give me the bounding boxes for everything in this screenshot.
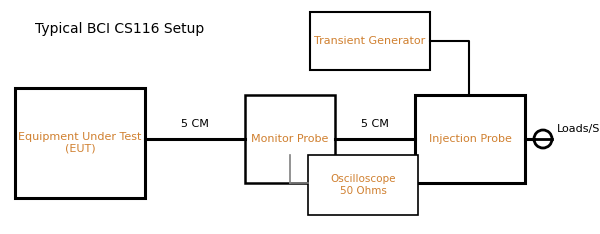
Text: Transient Generator: Transient Generator [314, 36, 425, 46]
Bar [15, 88, 145, 198]
Text: Equipment Under Test
(EUT): Equipment Under Test (EUT) [19, 132, 142, 154]
Text: 5 CM: 5 CM [181, 119, 209, 129]
Bar [310, 12, 430, 70]
Text: Loads/Signals: Loads/Signals [557, 124, 600, 134]
Text: Typical BCI CS116 Setup: Typical BCI CS116 Setup [35, 22, 204, 36]
Text: 5 CM: 5 CM [361, 119, 389, 129]
Bar [245, 95, 335, 183]
Text: Monitor Probe: Monitor Probe [251, 134, 329, 144]
Bar [415, 95, 525, 183]
Text: Oscilloscope
50 Ohms: Oscilloscope 50 Ohms [330, 174, 396, 196]
Text: Injection Probe: Injection Probe [428, 134, 511, 144]
Bar [308, 155, 418, 215]
